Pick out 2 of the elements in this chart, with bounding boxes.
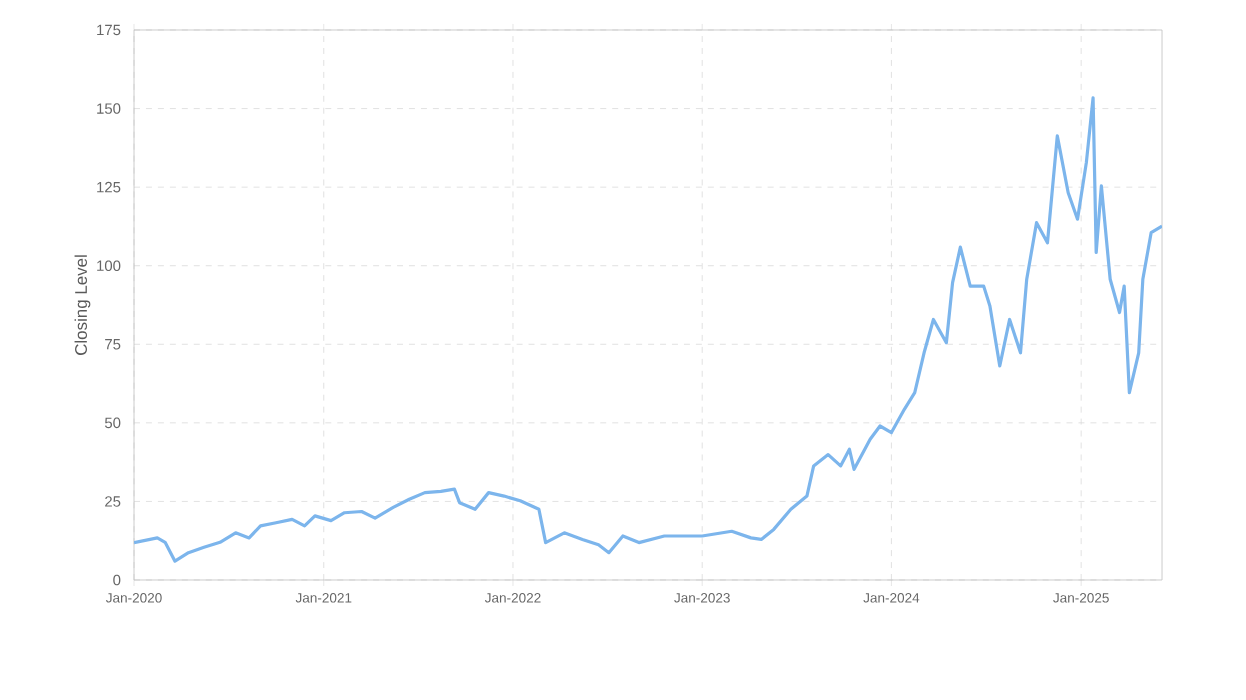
y-axis-title: Closing Level — [74, 255, 91, 355]
line-series — [134, 96, 1163, 563]
